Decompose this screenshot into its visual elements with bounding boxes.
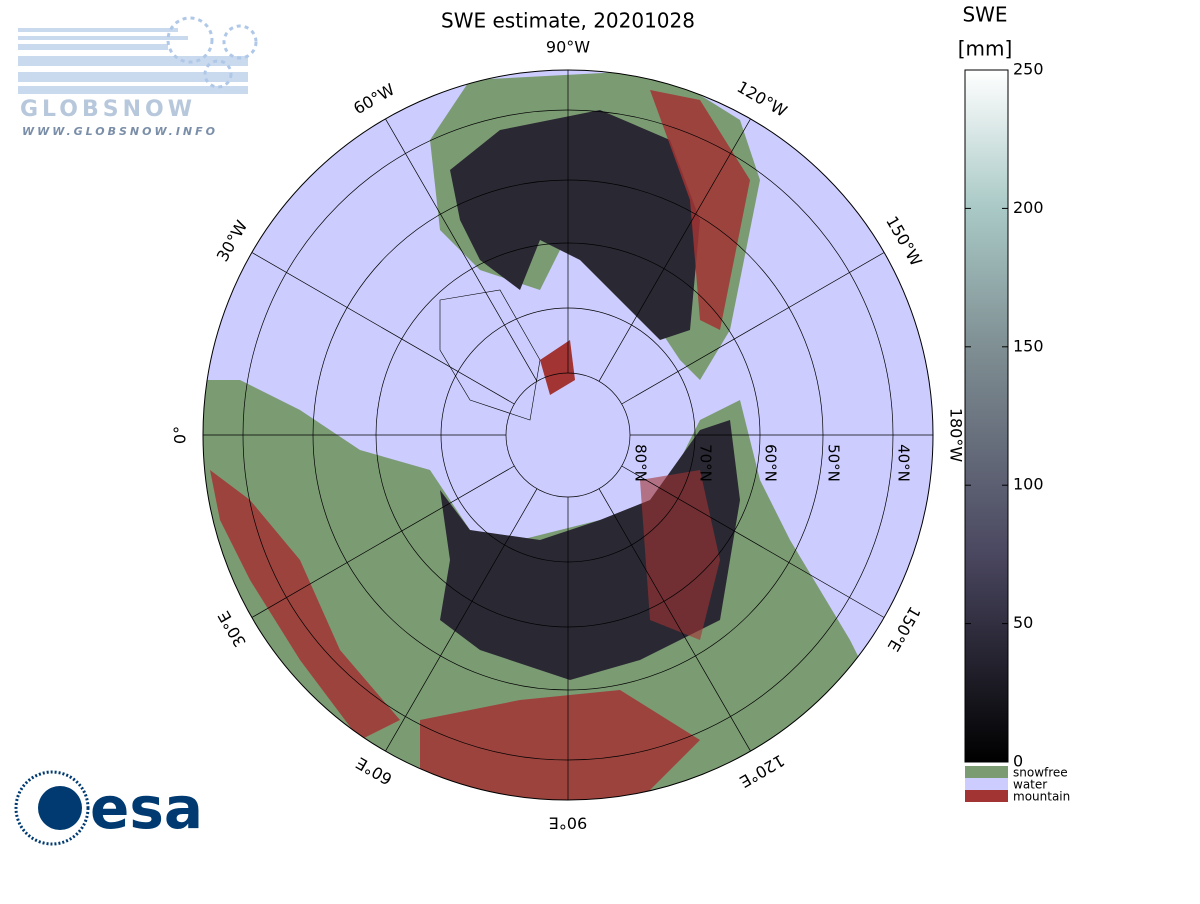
logo-url: WWW.GLOBSNOW.INFO [22, 125, 218, 138]
colorbar-tick-label: 100 [1013, 475, 1044, 494]
colorbar-title: SWE [962, 3, 1007, 27]
colorbar-tick-label: 50 [1013, 613, 1033, 632]
logo-text: esa [90, 774, 203, 842]
map-title: SWE estimate, 20201028 [441, 9, 695, 33]
map [203, 70, 933, 800]
legend-swatch [965, 778, 1008, 790]
legend-swatch [965, 790, 1008, 802]
map-border [202, 69, 934, 801]
colorbar-tick-label: 200 [1013, 198, 1044, 217]
meridian [251, 465, 515, 618]
legend-swatch [965, 766, 1008, 778]
meridian [621, 252, 885, 405]
latitude-label: 50°N [825, 444, 843, 482]
longitude-label: 150°E [884, 603, 925, 655]
esa-logo: esa [14, 770, 203, 846]
latitude-label: 70°N [697, 444, 715, 482]
longitude-label: 30°E [214, 608, 250, 651]
longitude-label: 90°W [546, 38, 590, 57]
longitude-label: 60°W [350, 80, 398, 119]
latitude-label: 80°N [632, 444, 650, 482]
legend-label: mountain [1013, 790, 1070, 804]
meridian [598, 488, 751, 752]
colorbar-tick-label: 250 [1013, 60, 1044, 79]
meridian [621, 465, 885, 618]
legend-label: snowfree [1013, 766, 1068, 780]
legend-label: water [1013, 778, 1047, 792]
logo-text: GLOBSNOW [20, 97, 196, 122]
colorbar-tick-label: 0 [1013, 752, 1023, 771]
longitude-label: 180°W [947, 408, 966, 463]
meridian [385, 118, 538, 382]
meridian [385, 488, 538, 752]
longitude-label: 60°E [353, 753, 396, 789]
colorbar-title: [mm] [958, 37, 1013, 61]
latitude-label: 60°N [762, 444, 780, 482]
globsnow-logo: GLOBSNOW WWW.GLOBSNOW.INFO [18, 16, 258, 138]
longitude-label: 0° [171, 426, 190, 444]
longitude-label: 120°E [736, 751, 788, 792]
colorbar-tick-label: 150 [1013, 336, 1044, 355]
colorbar [964, 69, 1009, 763]
longitude-label: 90°E [549, 814, 587, 833]
meridian [598, 118, 751, 382]
meridian [251, 252, 515, 405]
longitude-label: 30°W [213, 217, 252, 265]
latitude-label: 40°N [895, 444, 913, 482]
